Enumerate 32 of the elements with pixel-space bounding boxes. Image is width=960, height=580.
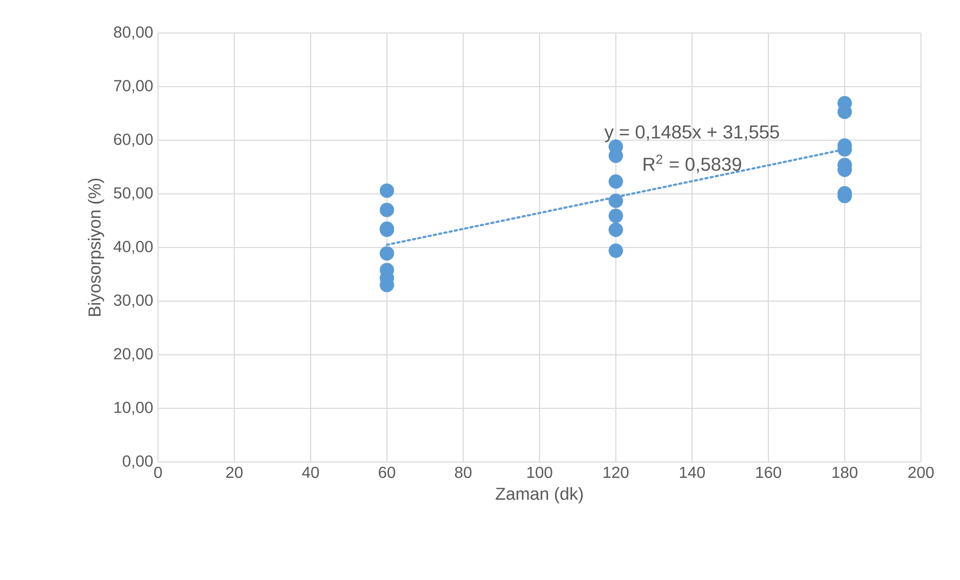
y-axis-title: Biyosorpsiyon (%) (88, 178, 104, 316)
y-tick-label: 20,00 (114, 348, 153, 362)
x-tick-label: 140 (680, 466, 705, 478)
x-tick-label: 100 (527, 466, 552, 478)
x-tick-label: 80 (454, 466, 472, 478)
point (608, 174, 624, 189)
x-tick-label: 120 (604, 466, 629, 478)
y-tick-label: 30,00 (114, 294, 153, 308)
annotation: y = 0,1485x + 31,555 (604, 125, 779, 142)
x-tick-label: 160 (756, 466, 782, 478)
point (380, 202, 394, 218)
y-tick-label: 60,00 (114, 134, 153, 147)
point (380, 246, 394, 261)
point (608, 208, 624, 224)
y-tick-label: 80,00 (114, 26, 153, 40)
x-tick-label: 60 (378, 466, 396, 478)
y-tick-label: 0,00 (122, 455, 153, 469)
y-tick-label: 50,00 (114, 187, 153, 200)
x-tick-label: 0 (154, 466, 162, 478)
y-tick-label: 40,00 (114, 240, 153, 254)
point (608, 194, 624, 208)
x-tick-label: 20 (226, 466, 243, 478)
annotation: R$^{2}$ = 0,5839 (644, 154, 742, 174)
y-tick-label: 70,00 (114, 80, 153, 94)
x-tick-label: 200 (908, 466, 934, 478)
x-tick-label: 180 (832, 466, 858, 478)
point (380, 183, 394, 198)
y-tick-label: 10,00 (114, 402, 153, 415)
point (608, 244, 624, 258)
x-axis-title: Zaman (dk) (496, 487, 583, 504)
x-tick-label: 40 (302, 466, 319, 478)
point (608, 222, 624, 237)
